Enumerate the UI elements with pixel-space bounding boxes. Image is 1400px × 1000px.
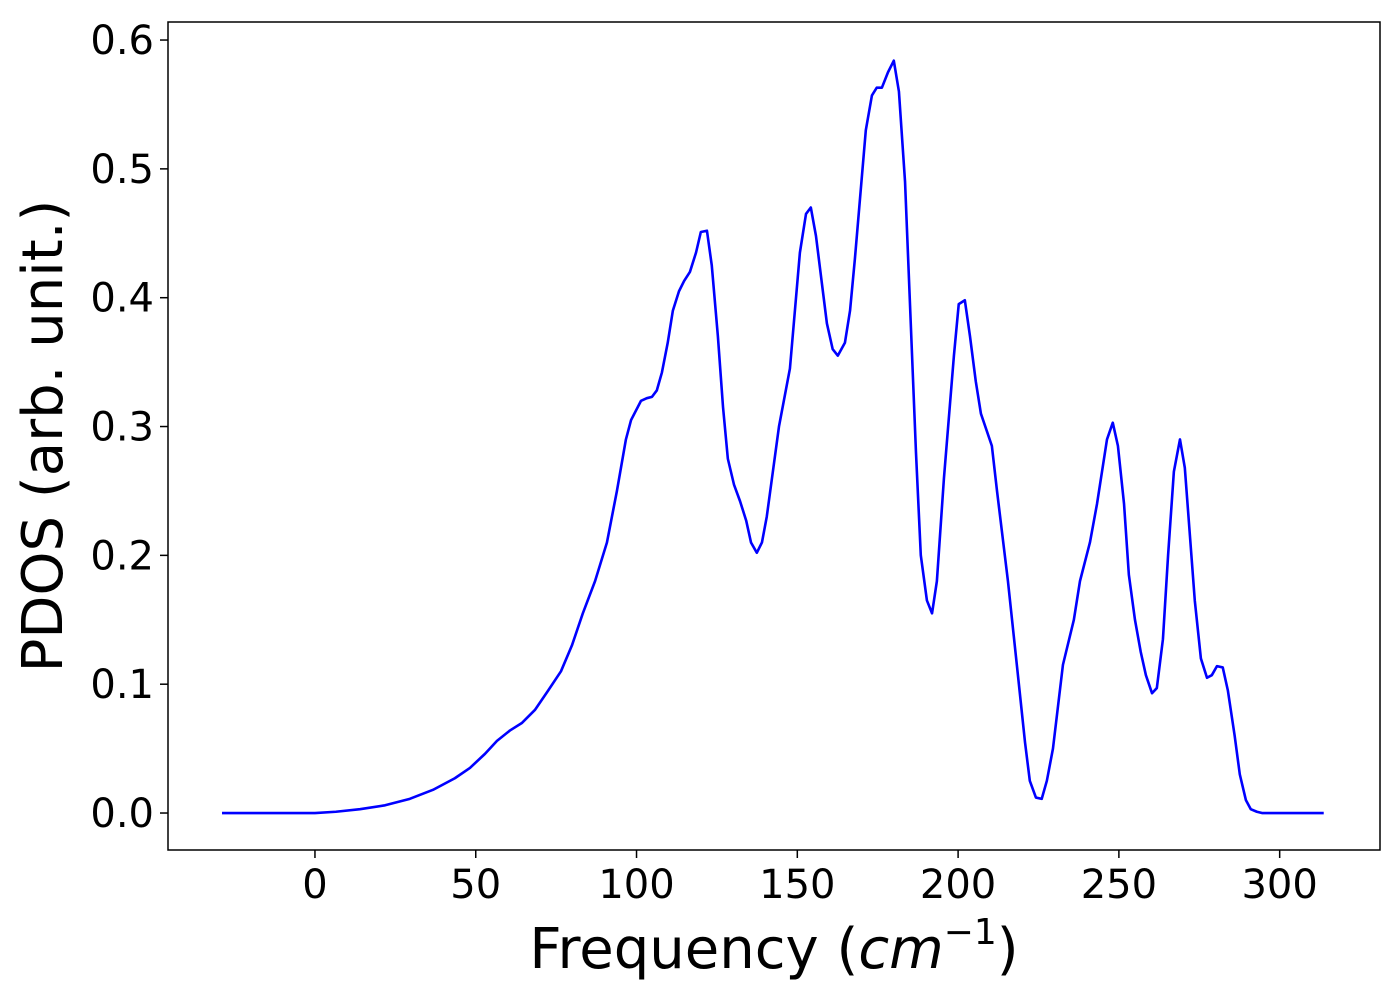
x-tick-label: 50 — [450, 862, 501, 908]
x-axis-label: Frequency (cm−1) — [529, 912, 1018, 982]
x-tick-label: 250 — [1081, 862, 1157, 908]
x-tick-label: 0 — [302, 862, 327, 908]
y-tick-label: 0.6 — [90, 18, 154, 64]
y-tick-label: 0.4 — [90, 276, 154, 322]
x-label-text: Frequency ( — [529, 917, 858, 982]
x-label-exponent: −1 — [944, 912, 997, 953]
x-tick-label: 300 — [1241, 862, 1317, 908]
data-line — [222, 59, 1324, 815]
x-tick-label: 200 — [920, 862, 996, 908]
y-axis-label: PDOS (arb. unit.) — [11, 200, 76, 673]
x-label-close: ) — [997, 917, 1019, 982]
x-label-unit: cm — [858, 917, 943, 982]
y-tick-label: 0.0 — [90, 791, 154, 837]
y-tick-label: 0.2 — [90, 533, 154, 579]
x-tick-label: 150 — [759, 862, 835, 908]
plot-frame — [167, 21, 1381, 851]
x-tick-label: 100 — [598, 862, 674, 908]
y-tick-label: 0.5 — [90, 147, 154, 193]
y-tick-label: 0.1 — [90, 662, 154, 708]
y-tick-label: 0.3 — [90, 405, 154, 451]
